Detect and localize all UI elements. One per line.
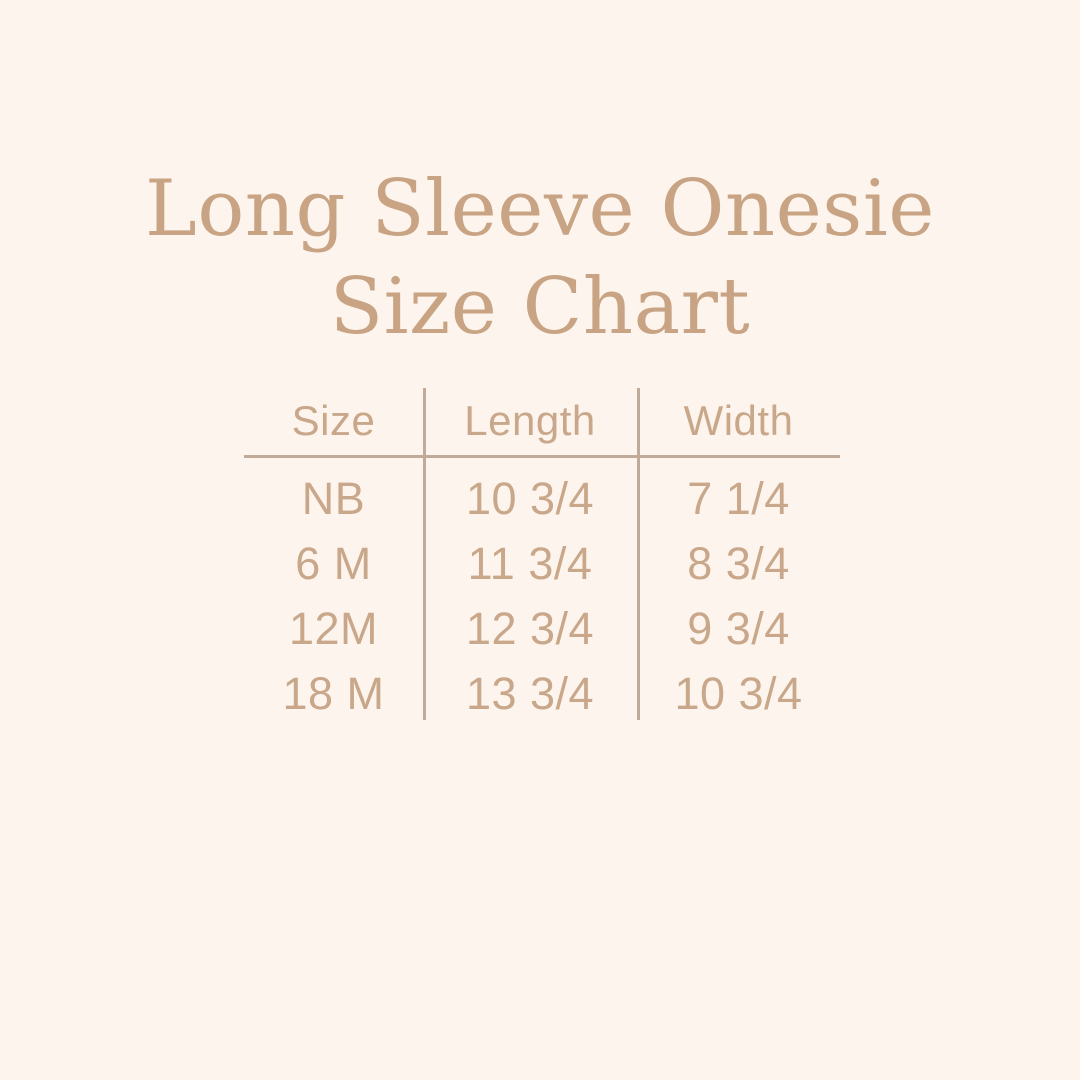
table-body: NB 10 3/4 7 1/4 6 M 11 3/4 8 3/4 12M 12 …	[244, 466, 840, 726]
table-header-row: Size Length Width	[244, 386, 840, 455]
cell-width: 9 3/4	[687, 603, 790, 654]
table-row: NB 10 3/4 7 1/4	[244, 466, 840, 531]
cell-width: 10 3/4	[674, 668, 803, 719]
column-header-length: Length	[464, 396, 596, 444]
table-row: 18 M 13 3/4 10 3/4	[244, 661, 840, 726]
title-line-2: Size Chart	[329, 262, 751, 352]
cell-length: 12 3/4	[465, 603, 595, 654]
cell-width: 7 1/4	[687, 473, 790, 524]
cell-length: 10 3/4	[465, 473, 595, 524]
page-title: Long Sleeve Onesie Size Chart	[0, 160, 1080, 356]
column-divider-line-2	[637, 388, 640, 720]
table-row: 6 M 11 3/4 8 3/4	[244, 531, 840, 596]
cell-length: 13 3/4	[465, 668, 595, 719]
cell-size: 12M	[288, 603, 379, 654]
table-row: 12M 12 3/4 9 3/4	[244, 596, 840, 661]
cell-width: 8 3/4	[687, 538, 790, 589]
cell-size: 6 M	[295, 538, 372, 589]
header-divider-line	[244, 455, 840, 458]
column-header-size: Size	[291, 396, 376, 444]
column-divider-line-1	[423, 388, 426, 720]
size-chart-table: Size Length Width NB 10 3/4 7 1/4 6 M 11…	[244, 386, 840, 722]
cell-size: NB	[301, 473, 366, 524]
title-line-1: Long Sleeve Onesie	[145, 164, 935, 254]
column-header-width: Width	[683, 396, 794, 444]
cell-length: 11 3/4	[467, 538, 593, 589]
cell-size: 18 M	[282, 668, 385, 719]
